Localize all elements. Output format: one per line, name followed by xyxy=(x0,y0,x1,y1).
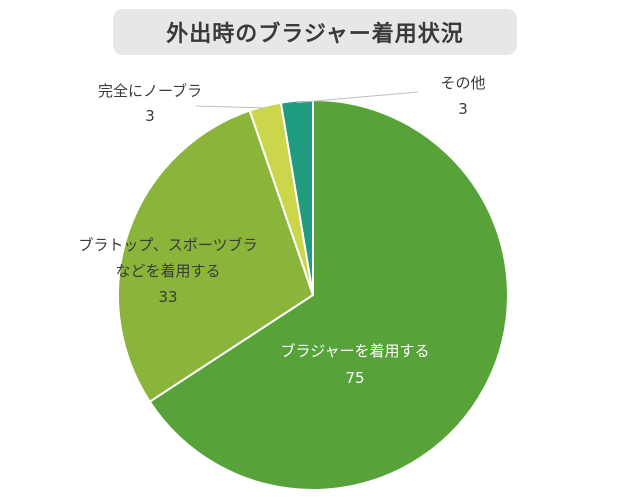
slice-brassiere xyxy=(148,98,509,491)
pie-slices xyxy=(117,98,509,491)
chart-title-box: 外出時のブラジャー着用状況 xyxy=(113,9,517,55)
slice-value-nobra: 3 xyxy=(145,107,155,125)
slice-label-other: その他 xyxy=(440,74,485,92)
leader-line-other xyxy=(296,91,419,104)
slice-bratop xyxy=(117,109,315,404)
slice-value-other: 3 xyxy=(458,100,468,118)
slice-value-brassiere: 75 xyxy=(345,369,364,387)
slice-label-bratop: ブラトップ、スポーツブラ xyxy=(78,236,257,254)
leader-line-nobra xyxy=(195,105,266,109)
slice-label-nobra: 完全にノーブラ xyxy=(98,82,202,100)
chart-title: 外出時のブラジャー着用状況 xyxy=(166,22,464,47)
slice-label-brassiere: ブラジャーを着用する xyxy=(281,342,430,360)
leader-lines xyxy=(195,91,419,109)
slice-label-bratop-line2: などを着用する xyxy=(115,262,220,280)
slice-other xyxy=(279,98,314,296)
slice-value-bratop: 33 xyxy=(158,288,177,306)
